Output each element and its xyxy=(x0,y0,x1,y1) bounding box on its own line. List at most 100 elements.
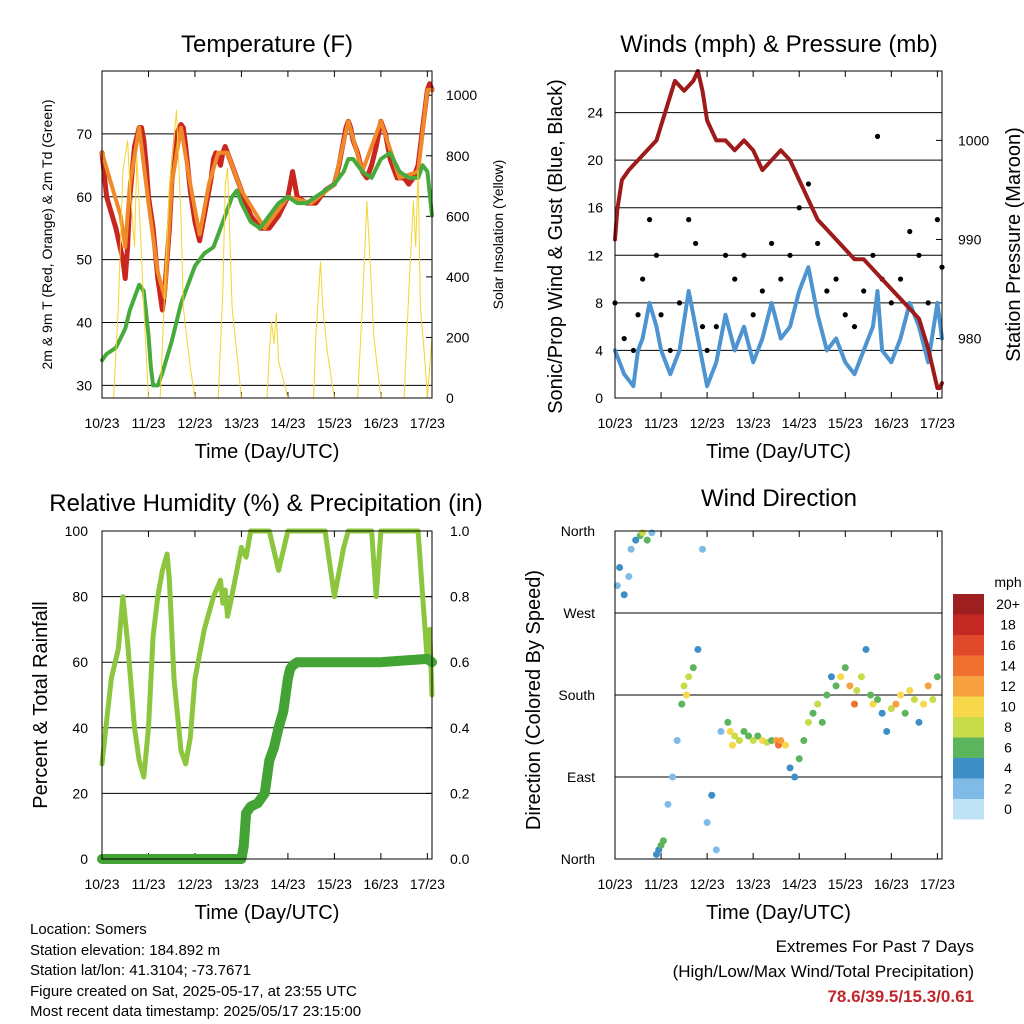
direction-point xyxy=(717,727,725,735)
y-tick-label: 80 xyxy=(72,589,88,605)
y2-tick-label: 200 xyxy=(446,329,470,345)
x-axis-label: Time (Day/UTC) xyxy=(195,902,340,924)
gust-point xyxy=(768,240,775,247)
x-tick-label: 17/23 xyxy=(920,415,955,431)
gust-point xyxy=(704,347,710,354)
y-tick-label: 70 xyxy=(76,126,92,142)
gust-point xyxy=(796,205,802,211)
direction-point xyxy=(906,686,914,694)
gust-point xyxy=(640,276,646,282)
x-tick-label: 16/23 xyxy=(874,876,909,892)
y2-tick-label: 400 xyxy=(446,269,470,285)
x-tick-label: 17/23 xyxy=(920,876,955,892)
gust-point xyxy=(635,312,641,318)
direction-point xyxy=(781,741,789,749)
colorbar-label: 16 xyxy=(1000,637,1016,653)
x-tick-label: 15/23 xyxy=(317,876,352,892)
y-tick-label: 0 xyxy=(80,851,88,867)
x-tick-label: 10/23 xyxy=(84,876,119,892)
direction-point xyxy=(643,536,651,544)
y-axis-label: Direction (Colored By Speed) xyxy=(523,570,545,830)
direction-point xyxy=(613,582,621,590)
y2-tick-label: 0.2 xyxy=(450,785,470,801)
direction-point xyxy=(625,573,633,581)
chart-panel-4: Wind Direction Time (Day/UTC) 10/23 11/23 12… xyxy=(523,485,955,924)
y-tick-label: 8 xyxy=(595,295,603,311)
x-tick-label: 15/23 xyxy=(317,415,352,431)
direction-point xyxy=(699,545,707,553)
gust-point xyxy=(805,181,812,187)
y2-tick-label: 990 xyxy=(958,231,982,247)
gust-point xyxy=(861,288,867,294)
gust-point xyxy=(778,276,784,282)
y-tick-label: 60 xyxy=(76,189,92,205)
y2-tick-label: 1000 xyxy=(958,132,989,148)
y-tick-label: East xyxy=(567,769,595,785)
extremes-subtitle: (High/Low/Max Wind/Total Precipitation) xyxy=(672,962,974,981)
y2-axis-label: Solar Insolation (Yellow) xyxy=(490,160,506,310)
y-tick-label: 40 xyxy=(76,315,92,331)
direction-point xyxy=(632,536,640,544)
colorbar-label: 20+ xyxy=(996,596,1020,612)
direction-point xyxy=(800,737,808,745)
extremes-title: Extremes For Past 7 Days xyxy=(775,937,974,956)
direction-point xyxy=(728,741,736,749)
direction-point xyxy=(694,645,702,653)
y-tick-label: 4 xyxy=(595,342,603,358)
x-tick-label: 13/23 xyxy=(736,415,771,431)
gust-point xyxy=(621,335,627,342)
direction-point xyxy=(749,737,757,745)
colorbar-swatch xyxy=(953,758,984,779)
pressure-line xyxy=(613,69,944,391)
gust-point xyxy=(676,300,683,306)
direction-point xyxy=(897,691,905,699)
x-tick-label: 12/23 xyxy=(177,876,212,892)
y2-tick-label: 1000 xyxy=(446,87,477,103)
direction-point xyxy=(659,837,667,845)
x-axis-label: Time (Day/UTC) xyxy=(195,441,340,463)
direction-point xyxy=(639,529,647,537)
plot-frame xyxy=(614,70,943,399)
x-tick-label: 11/23 xyxy=(644,876,678,892)
gust-point xyxy=(934,217,940,223)
x-tick-label: 15/23 xyxy=(828,415,863,431)
colorbar-label: 2 xyxy=(1004,781,1012,797)
direction-point xyxy=(910,696,918,704)
colorbar-label: 0 xyxy=(1004,801,1012,817)
y2-tick-label: 1.0 xyxy=(450,523,470,539)
direction-point xyxy=(731,732,739,740)
y-tick-label: 100 xyxy=(65,523,89,539)
data-timestamp: Most recent data timestamp: 2025/05/17 2… xyxy=(30,1003,362,1020)
direction-point xyxy=(887,705,895,713)
gust-point xyxy=(916,252,922,258)
direction-point xyxy=(841,664,849,672)
direction-point xyxy=(703,819,711,827)
colorbar-swatch xyxy=(953,717,984,738)
x-tick-label: 16/23 xyxy=(874,415,909,431)
y-tick-label: 30 xyxy=(76,377,92,393)
direction-point xyxy=(777,737,785,745)
y-tick-label: North xyxy=(561,851,595,867)
direction-point xyxy=(664,800,672,808)
direction-point xyxy=(853,686,861,694)
x-tick-label: 14/23 xyxy=(782,415,817,431)
direction-point xyxy=(867,691,875,699)
direction-point xyxy=(920,700,928,708)
colorbar-swatch xyxy=(953,799,984,820)
series-line-3 xyxy=(113,109,433,399)
direction-point xyxy=(924,682,932,690)
gust-point xyxy=(815,240,821,247)
direction-point xyxy=(616,563,624,571)
y-tick-label: 12 xyxy=(587,247,603,263)
y-tick-label: 24 xyxy=(587,105,603,121)
station-elevation: Station elevation: 184.892 m xyxy=(30,941,221,959)
colorbar-swatch xyxy=(953,676,984,697)
x-tick-label: 13/23 xyxy=(224,876,259,892)
gust-point xyxy=(842,312,848,318)
chart-title: Wind Direction xyxy=(701,485,857,512)
direction-point xyxy=(804,718,812,726)
direction-point xyxy=(712,846,720,854)
gust-point xyxy=(653,252,660,258)
gust-point xyxy=(732,276,738,282)
gust-point xyxy=(722,252,729,258)
